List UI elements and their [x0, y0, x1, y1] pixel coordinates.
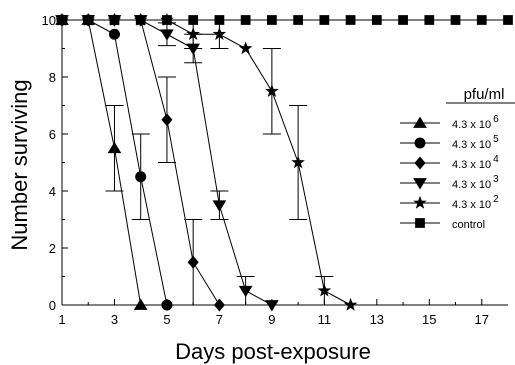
series-4: [55, 12, 358, 311]
legend-label: 4.3 x 10: [452, 139, 491, 151]
legend-label: 4.3 x 10: [452, 199, 491, 211]
data-point: [109, 15, 120, 25]
data-point: [317, 283, 332, 297]
legend-label: control: [452, 219, 485, 231]
x-tick-label: 15: [422, 312, 436, 327]
data-point: [161, 113, 173, 127]
data-point: [83, 15, 94, 25]
x-tick-label: 7: [216, 312, 223, 327]
legend-marker: [413, 116, 427, 128]
data-point: [108, 28, 120, 40]
y-tick-label: 4: [49, 184, 56, 199]
legend-exponent: 2: [493, 194, 499, 205]
data-point: [212, 27, 227, 41]
legend-label: 4.3 x 10: [452, 179, 491, 191]
data-point: [450, 15, 461, 25]
data-point: [188, 15, 199, 25]
data-point: [345, 15, 356, 25]
x-tick-label: 9: [268, 312, 275, 327]
legend-marker: [414, 156, 426, 170]
y-axis-title: Number surviving: [7, 79, 32, 250]
data-point: [265, 300, 279, 312]
y-tick-label: 2: [49, 241, 56, 256]
data-point: [265, 84, 279, 98]
data-point: [291, 155, 305, 169]
legend-exponent: 3: [493, 174, 499, 185]
legend-exponent: 4: [493, 154, 499, 165]
plot-area: [55, 12, 513, 312]
legend-title: pfu/ml: [464, 86, 505, 103]
legend-label: 4.3 x 10: [452, 119, 491, 131]
legend-marker: [414, 137, 426, 149]
series-5: [57, 15, 513, 25]
legend-marker: [415, 218, 425, 228]
x-tick-label: 5: [163, 312, 170, 327]
y-tick-label: 6: [49, 127, 56, 142]
data-point: [398, 15, 408, 25]
legend-label: 4.3 x 10: [452, 159, 491, 171]
data-point: [293, 15, 303, 25]
x-tick-label: 1: [58, 312, 65, 327]
y-tick-label: 0: [49, 298, 56, 313]
x-tick-label: 13: [370, 312, 384, 327]
x-tick-label: 17: [475, 312, 489, 327]
series-line: [62, 19, 351, 306]
legend-exponent: 5: [493, 134, 499, 145]
data-point: [135, 171, 147, 183]
y-tick-label: 8: [49, 70, 56, 85]
data-point: [267, 15, 277, 25]
data-point: [240, 15, 251, 25]
series-0: [55, 13, 148, 310]
data-point: [135, 15, 146, 25]
data-point: [214, 15, 225, 25]
data-point: [186, 27, 200, 41]
data-point: [319, 15, 330, 25]
series-3: [55, 15, 279, 312]
legend-marker: [413, 178, 427, 190]
data-point: [371, 15, 382, 25]
data-point: [503, 15, 513, 25]
data-point: [107, 141, 122, 154]
x-axis-title: Days post-exposure: [175, 339, 371, 364]
data-point: [238, 41, 253, 55]
data-point: [162, 15, 172, 25]
legend: pfu/ml 4.3 x 10 64.3 x 10 54.3 x 10 44.3 x …: [400, 86, 515, 231]
y-tick-label: 10: [42, 13, 56, 28]
legend-exponent: 6: [493, 114, 499, 125]
data-point: [187, 255, 199, 269]
data-point: [186, 43, 201, 55]
x-tick-label: 3: [111, 312, 118, 327]
data-point: [424, 15, 435, 25]
data-point: [476, 15, 487, 25]
x-tick-label: 11: [318, 312, 332, 327]
legend-marker: [413, 195, 427, 209]
data-point: [212, 200, 227, 212]
data-point: [160, 29, 174, 41]
data-point: [238, 285, 253, 298]
series-line: [62, 19, 142, 306]
